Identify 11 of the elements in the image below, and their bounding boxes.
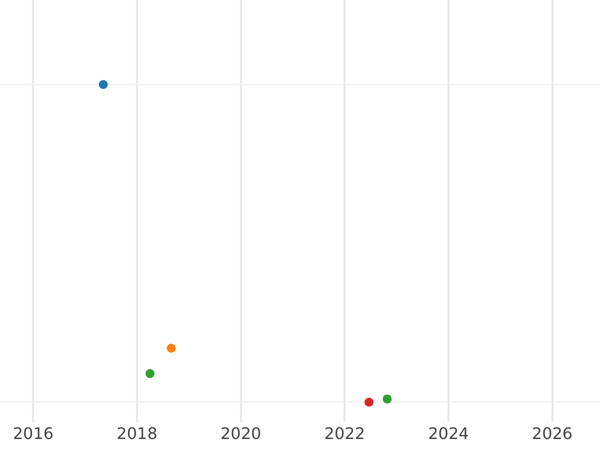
x-tick-label: 2020 (220, 424, 262, 443)
point (98, 80, 108, 89)
x-tick-label: 2024 (428, 424, 469, 443)
point (382, 394, 392, 404)
point (364, 398, 374, 407)
x-tick-label: 2018 (116, 424, 158, 443)
x-tick-label: 2022 (324, 424, 365, 443)
point (146, 369, 154, 378)
x-tick-label: 2016 (12, 424, 54, 443)
point (166, 344, 176, 353)
x-tick-label: 2026 (532, 424, 573, 443)
